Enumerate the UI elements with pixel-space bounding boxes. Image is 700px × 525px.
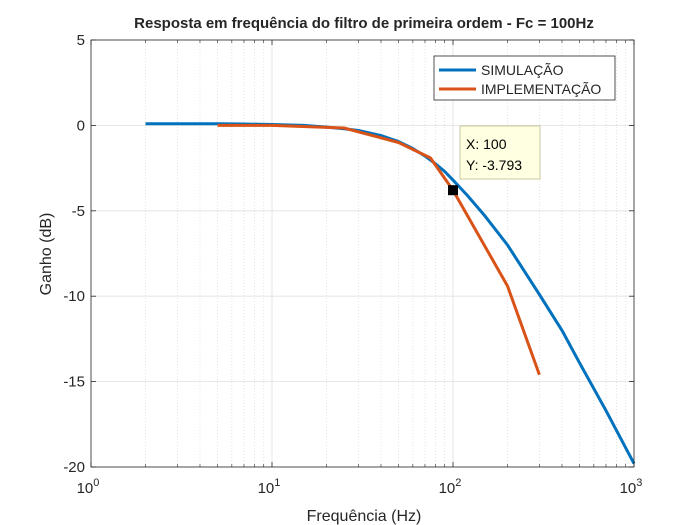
series-layer <box>145 122 636 465</box>
y-axis-label: Ganho (dB) <box>38 213 55 296</box>
datatip-box <box>459 125 541 180</box>
y-tick-label: 5 <box>77 32 85 49</box>
y-tick-label: -10 <box>63 288 85 305</box>
x-tick-label: 101 <box>258 477 281 497</box>
minor-grid <box>145 40 627 467</box>
datatip[interactable]: X: 100 Y: -3.793 <box>448 125 541 196</box>
x-tick-label: 100 <box>77 477 100 497</box>
legend-label-simulacao: SIMULAÇÃO <box>481 62 564 78</box>
x-tick-labels: 100 101 102 103 <box>77 477 643 497</box>
datatip-x-text: X: 100 <box>466 136 507 152</box>
y-tick-label: -20 <box>63 459 85 476</box>
datatip-marker[interactable] <box>448 185 458 196</box>
legend: SIMULAÇÃO IMPLEMENTAÇÃO <box>433 55 616 101</box>
y-tick-label: -15 <box>63 374 85 391</box>
chart-title: Resposta em frequência do filtro de prim… <box>134 15 594 32</box>
y-tick-labels: 5 0 -5 -10 -15 -20 <box>63 32 85 476</box>
axis-ticks <box>90 39 635 468</box>
plot-area <box>91 40 634 467</box>
legend-box <box>433 55 616 101</box>
y-tick-label: -5 <box>72 203 85 220</box>
y-tick-label: 0 <box>77 117 85 134</box>
series-line-1 <box>217 123 541 376</box>
datatip-y-text: Y: -3.793 <box>466 157 522 173</box>
x-axis-label: Frequência (Hz) <box>307 508 422 525</box>
x-tick-label: 102 <box>439 477 462 497</box>
x-tick-label: 103 <box>620 477 643 497</box>
plot-frame <box>90 39 635 468</box>
legend-label-implementacao: IMPLEMENTAÇÃO <box>481 81 601 97</box>
